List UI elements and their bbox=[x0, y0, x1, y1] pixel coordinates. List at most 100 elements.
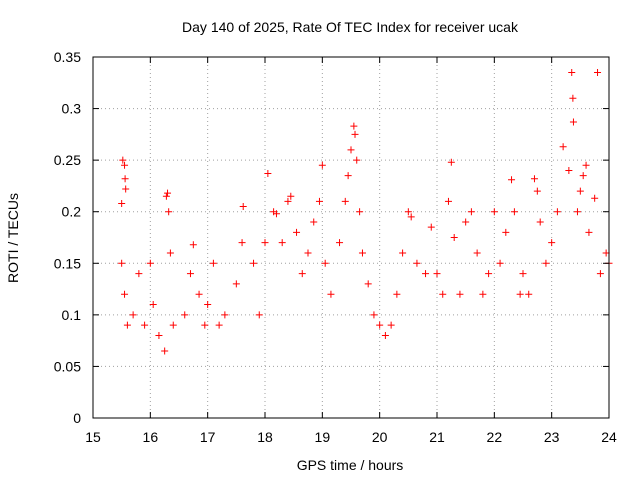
data-point bbox=[181, 311, 189, 319]
data-point bbox=[467, 208, 475, 216]
data-point bbox=[573, 208, 581, 216]
data-point bbox=[404, 208, 412, 216]
x-tick-label: 15 bbox=[85, 429, 101, 445]
data-point bbox=[186, 270, 194, 278]
data-point bbox=[456, 290, 464, 298]
plot-frame bbox=[92, 56, 610, 419]
x-axis-label: GPS time / hours bbox=[297, 457, 404, 473]
chart-title: Day 140 of 2025, Rate Of TEC Index for r… bbox=[182, 19, 519, 35]
y-axis-ticks: 0 0.05 0.1 0.15 0.2 0.25 0.3 0.35 bbox=[54, 49, 609, 426]
x-axis-ticks: 15 16 17 18 19 20 21 22 23 24 bbox=[85, 57, 617, 445]
data-point bbox=[568, 68, 576, 76]
data-point bbox=[516, 290, 524, 298]
data-point bbox=[582, 161, 590, 169]
data-point bbox=[591, 194, 599, 202]
data-point bbox=[569, 94, 577, 102]
data-point bbox=[444, 197, 452, 205]
y-tick-label: 0.25 bbox=[54, 152, 81, 168]
data-point bbox=[358, 249, 366, 257]
data-point bbox=[576, 187, 584, 195]
data-point bbox=[356, 208, 364, 216]
data-point bbox=[315, 197, 323, 205]
data-point bbox=[169, 321, 177, 329]
data-point bbox=[304, 249, 312, 257]
data-point bbox=[439, 290, 447, 298]
data-point bbox=[287, 192, 295, 200]
y-tick-label: 0.35 bbox=[54, 49, 81, 65]
data-point bbox=[381, 331, 389, 339]
data-point bbox=[485, 270, 493, 278]
data-point bbox=[596, 270, 604, 278]
data-point bbox=[344, 172, 352, 180]
data-point bbox=[399, 249, 407, 257]
x-tick-label: 21 bbox=[429, 429, 445, 445]
data-point bbox=[239, 203, 247, 211]
x-tick-label: 17 bbox=[200, 429, 216, 445]
y-tick-label: 0.05 bbox=[54, 358, 81, 374]
data-point bbox=[447, 158, 455, 166]
data-point bbox=[350, 122, 358, 130]
data-point bbox=[376, 321, 384, 329]
y-axis-label: ROTI / TECUs bbox=[5, 193, 21, 283]
data-point bbox=[250, 259, 258, 267]
y-tick-label: 0.1 bbox=[62, 307, 82, 323]
data-point bbox=[536, 218, 544, 226]
data-point bbox=[122, 185, 130, 193]
x-tick-label: 23 bbox=[544, 429, 560, 445]
data-point bbox=[119, 156, 127, 164]
data-point bbox=[565, 166, 573, 174]
data-point bbox=[490, 208, 498, 216]
data-point bbox=[221, 311, 229, 319]
y-tick-label: 0.3 bbox=[62, 101, 82, 117]
data-point bbox=[209, 259, 217, 267]
data-point bbox=[195, 290, 203, 298]
data-point bbox=[318, 161, 326, 169]
data-point bbox=[502, 228, 510, 236]
data-point bbox=[255, 311, 263, 319]
data-point bbox=[272, 210, 280, 218]
x-tick-label: 16 bbox=[143, 429, 159, 445]
data-point bbox=[215, 321, 223, 329]
data-point bbox=[166, 249, 174, 257]
data-point bbox=[162, 192, 170, 200]
data-point bbox=[594, 68, 602, 76]
data-point bbox=[129, 311, 137, 319]
data-point bbox=[121, 290, 129, 298]
x-tick-label: 20 bbox=[372, 429, 388, 445]
data-point bbox=[284, 197, 292, 205]
data-point bbox=[462, 218, 470, 226]
data-point bbox=[387, 321, 395, 329]
data-point bbox=[204, 301, 212, 309]
data-point bbox=[310, 218, 318, 226]
data-point bbox=[264, 170, 272, 178]
data-point bbox=[427, 223, 435, 231]
data-point bbox=[450, 234, 458, 241]
data-point bbox=[553, 208, 561, 216]
data-point bbox=[189, 241, 197, 249]
y-tick-label: 0.15 bbox=[54, 255, 81, 271]
data-point bbox=[510, 208, 518, 216]
data-point bbox=[261, 239, 269, 247]
data-point bbox=[353, 156, 361, 164]
x-tick-label: 19 bbox=[315, 429, 331, 445]
data-point bbox=[393, 290, 401, 298]
data-point bbox=[413, 259, 421, 267]
data-point bbox=[161, 347, 169, 355]
x-tick-label: 22 bbox=[487, 429, 503, 445]
data-point bbox=[364, 280, 372, 288]
data-point bbox=[165, 208, 173, 216]
data-point bbox=[508, 176, 516, 184]
data-point bbox=[530, 175, 538, 183]
data-point bbox=[473, 249, 481, 257]
data-point bbox=[525, 290, 533, 298]
data-point bbox=[602, 249, 610, 257]
data-point bbox=[341, 197, 349, 205]
data-point bbox=[347, 146, 355, 154]
data-point bbox=[579, 172, 587, 180]
data-points bbox=[118, 68, 613, 355]
data-point bbox=[433, 270, 441, 278]
data-point bbox=[370, 311, 378, 319]
data-point bbox=[164, 189, 172, 197]
data-point bbox=[155, 331, 163, 339]
data-point bbox=[321, 259, 329, 267]
